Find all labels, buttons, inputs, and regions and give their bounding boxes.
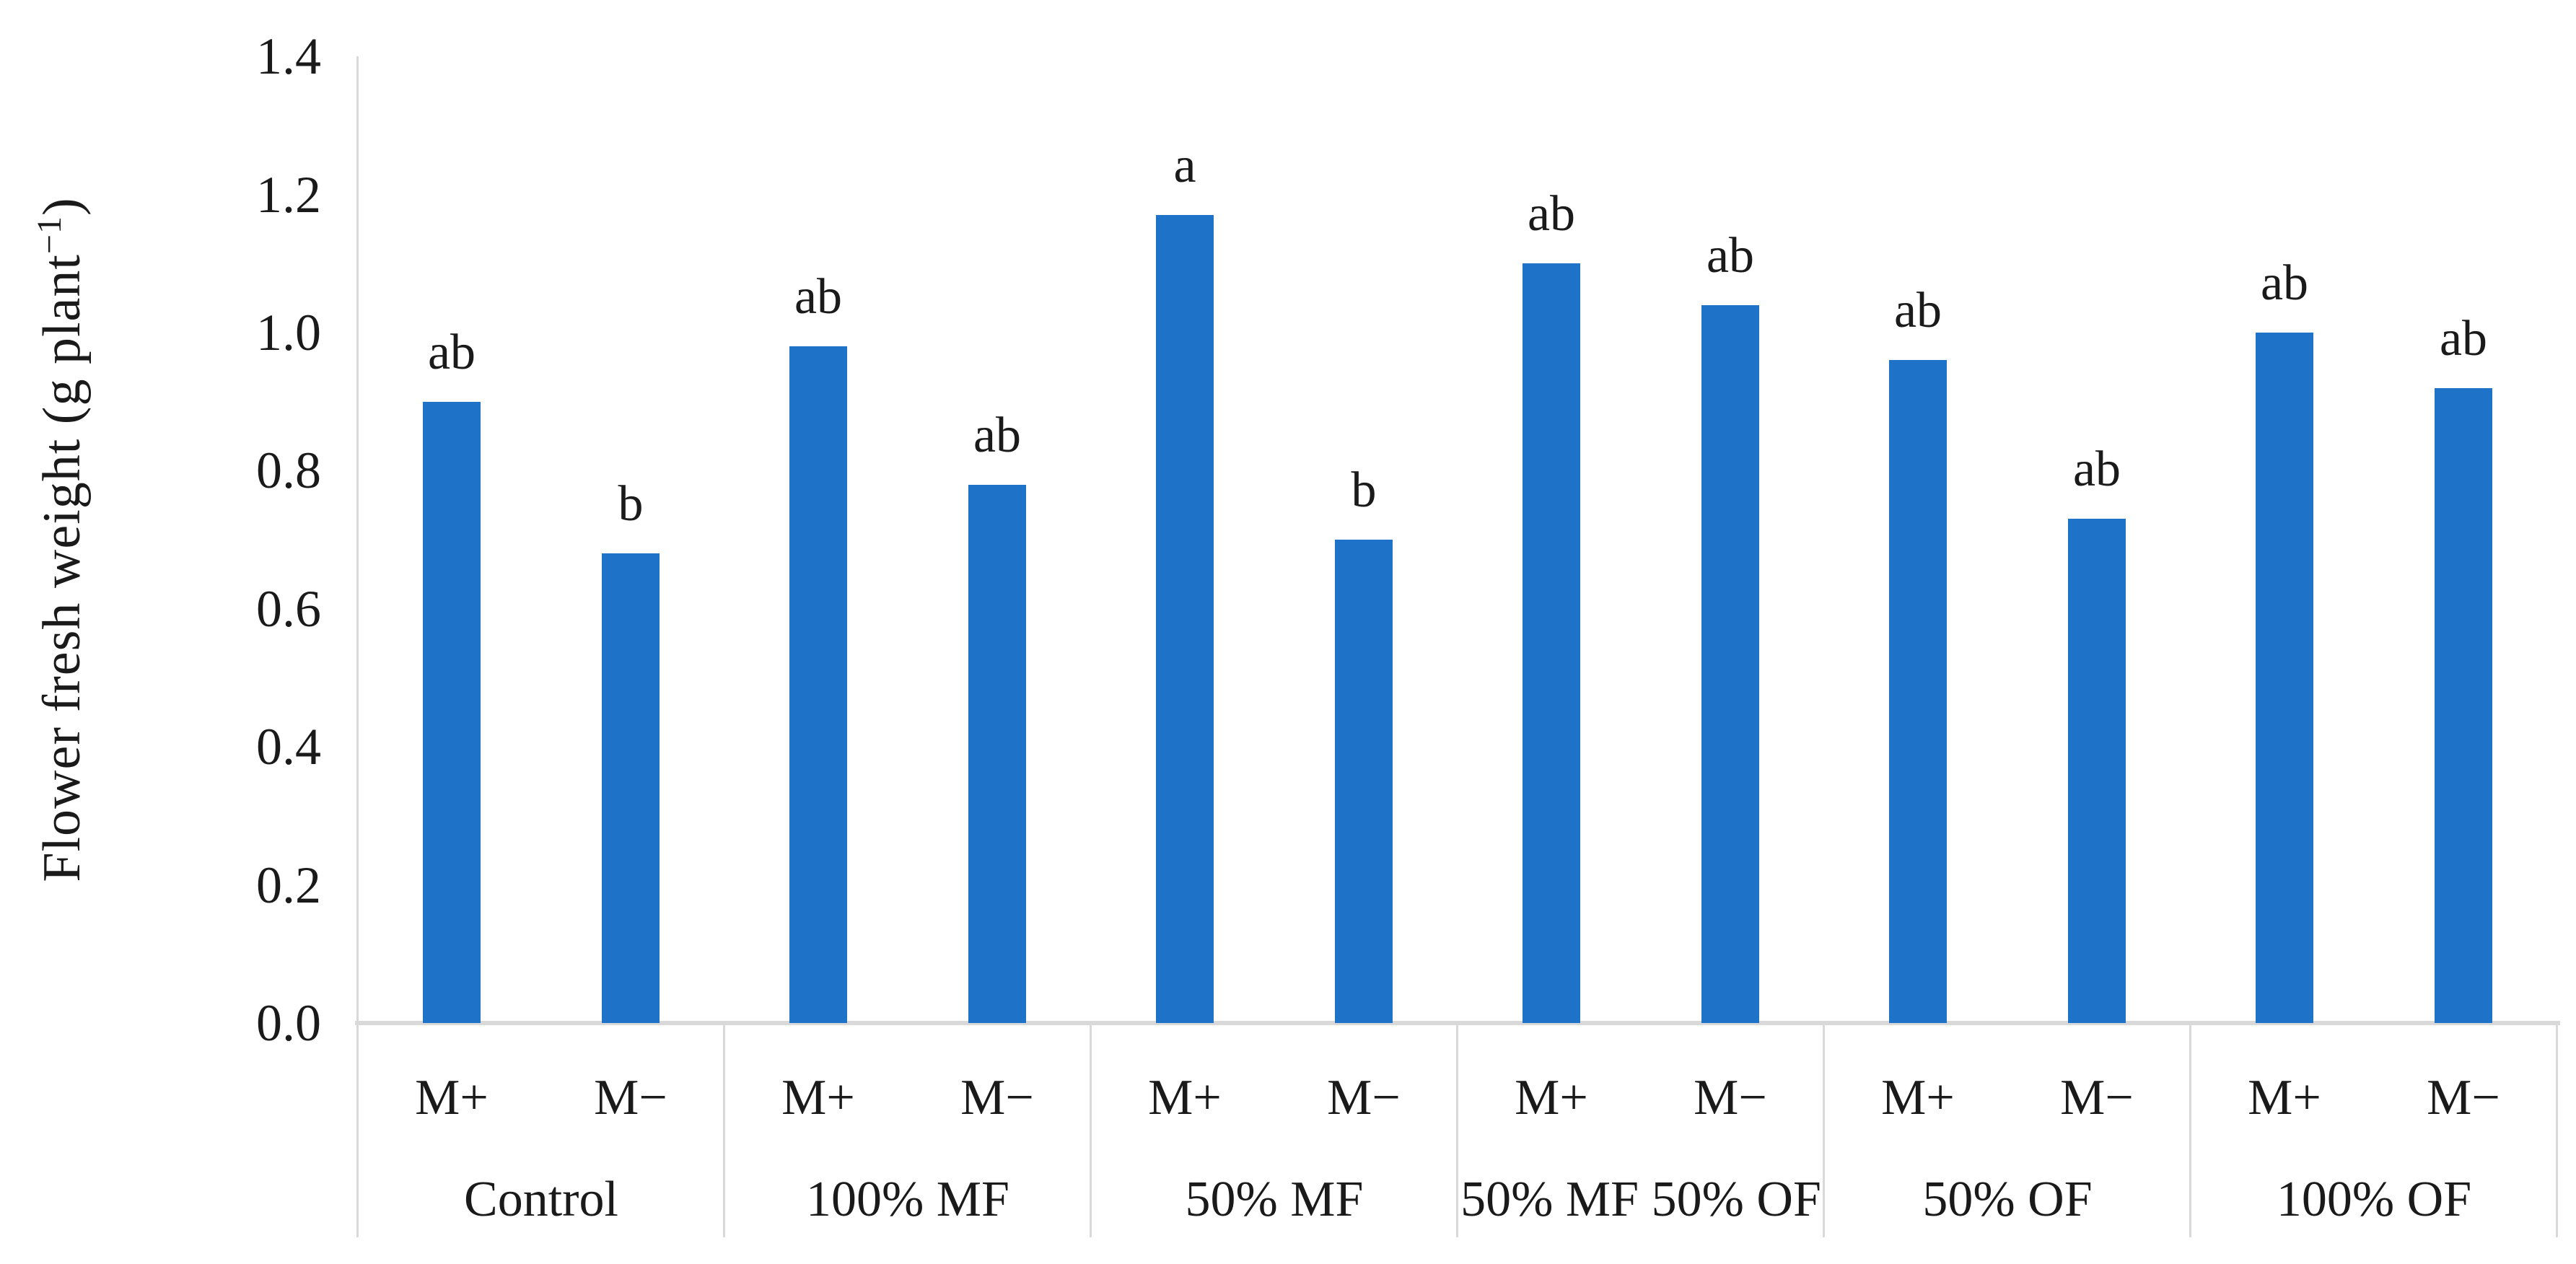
x-sub-label-50% MF-M−: M− bbox=[1327, 1070, 1401, 1125]
bar-Control-M− bbox=[602, 553, 660, 1023]
x-sub-label-Control-M+: M+ bbox=[415, 1070, 489, 1125]
significance-letter-100% OF-M−: ab bbox=[2439, 310, 2488, 367]
bar-50% OF-M− bbox=[2068, 519, 2126, 1023]
significance-letter-50% MF-M−: b bbox=[1351, 462, 1377, 519]
significance-letter-100% MF-M−: ab bbox=[973, 407, 1022, 463]
y-axis-line bbox=[356, 56, 359, 1237]
x-sub-label-Control-M−: M− bbox=[594, 1070, 667, 1125]
x-sub-label-50% MF 50% OF-M+: M+ bbox=[1515, 1070, 1588, 1125]
bar-100% OF-M− bbox=[2435, 387, 2492, 1023]
category-divider bbox=[723, 1023, 725, 1237]
x-group-label-50% MF 50% OF: 50% MF 50% OF bbox=[1460, 1172, 1821, 1227]
significance-letter-50% MF 50% OF-M+: ab bbox=[1527, 186, 1576, 242]
category-divider bbox=[1090, 1023, 1092, 1237]
x-group-label-Control: Control bbox=[464, 1172, 618, 1227]
x-sub-label-100% MF-M−: M− bbox=[960, 1070, 1034, 1125]
y-tick-label-0.0: 0.0 bbox=[256, 994, 321, 1052]
x-axis-baseline bbox=[355, 1021, 2560, 1025]
significance-letter-100% OF-M+: ab bbox=[2260, 255, 2309, 311]
category-divider bbox=[1456, 1023, 1458, 1237]
y-tick-label-0.2: 0.2 bbox=[256, 856, 321, 914]
category-divider bbox=[1823, 1023, 1825, 1237]
y-tick-label-0.4: 0.4 bbox=[256, 718, 321, 776]
y-axis-title-text: Flower fresh weight (g plant bbox=[32, 254, 92, 882]
x-sub-label-50% OF-M−: M− bbox=[2060, 1070, 2134, 1125]
x-sub-label-100% MF-M+: M+ bbox=[781, 1070, 855, 1125]
y-tick-label-1.0: 1.0 bbox=[256, 304, 321, 361]
significance-letter-100% MF-M+: ab bbox=[794, 269, 843, 325]
bar-Control-M+ bbox=[423, 401, 481, 1023]
x-sub-label-50% MF-M+: M+ bbox=[1148, 1070, 1222, 1125]
bar-50% MF 50% OF-M+ bbox=[1523, 263, 1580, 1023]
x-group-label-50% MF: 50% MF bbox=[1185, 1172, 1364, 1227]
x-sub-label-50% OF-M+: M+ bbox=[1881, 1070, 1955, 1125]
x-sub-label-50% MF 50% OF-M−: M− bbox=[1694, 1070, 1767, 1125]
x-group-label-50% OF: 50% OF bbox=[1922, 1172, 2093, 1227]
significance-letter-50% MF 50% OF-M−: ab bbox=[1706, 227, 1755, 284]
bar-50% MF-M− bbox=[1335, 540, 1393, 1023]
x-group-label-100% OF: 100% OF bbox=[2276, 1172, 2472, 1227]
y-tick-label-0.6: 0.6 bbox=[256, 579, 321, 638]
bar-100% OF-M+ bbox=[2256, 333, 2313, 1023]
y-tick-label-1.4: 1.4 bbox=[256, 27, 321, 86]
x-group-label-100% MF: 100% MF bbox=[806, 1172, 1009, 1227]
y-axis-title-close: ) bbox=[32, 197, 92, 216]
category-divider bbox=[2556, 1023, 2558, 1237]
y-axis-title: Flower fresh weight (g plant−1) bbox=[30, 197, 93, 882]
x-sub-label-100% OF-M+: M+ bbox=[2248, 1070, 2321, 1125]
bar-50% MF-M+ bbox=[1156, 215, 1214, 1023]
y-tick-label-0.8: 0.8 bbox=[256, 442, 321, 500]
x-sub-label-100% OF-M−: M− bbox=[2427, 1070, 2500, 1125]
y-tick-label-1.2: 1.2 bbox=[256, 165, 321, 224]
y-axis-title-superscript: −1 bbox=[30, 216, 69, 255]
bar-50% MF 50% OF-M− bbox=[1701, 304, 1759, 1023]
bar-100% MF-M+ bbox=[789, 346, 847, 1023]
significance-letter-50% MF-M+: a bbox=[1173, 138, 1196, 194]
significance-letter-Control-M−: b bbox=[618, 476, 644, 532]
significance-letter-Control-M+: ab bbox=[427, 324, 476, 380]
bar-100% MF-M− bbox=[968, 484, 1026, 1023]
significance-letter-50% OF-M−: ab bbox=[2072, 442, 2121, 498]
category-divider bbox=[2189, 1023, 2191, 1237]
bar-50% OF-M+ bbox=[1889, 360, 1947, 1023]
significance-letter-50% OF-M+: ab bbox=[1893, 283, 1942, 339]
